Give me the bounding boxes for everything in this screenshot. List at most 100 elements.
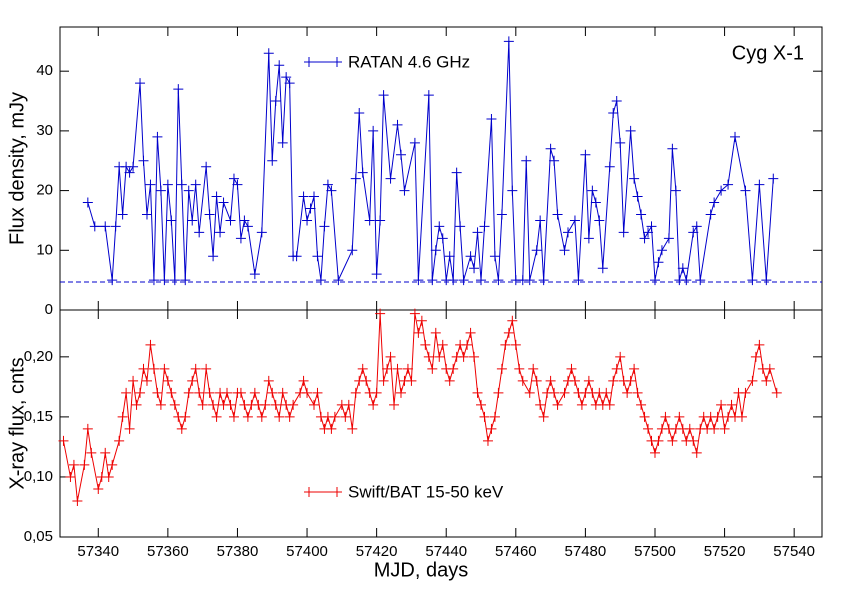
point-marker bbox=[235, 233, 246, 244]
point-marker bbox=[375, 215, 386, 226]
point-marker bbox=[754, 339, 765, 350]
point-marker bbox=[649, 447, 660, 458]
point-marker bbox=[413, 327, 424, 338]
point-marker bbox=[736, 411, 747, 422]
point-marker bbox=[131, 399, 142, 410]
point-marker bbox=[469, 351, 480, 362]
legend-label: RATAN 4.6 GHz bbox=[348, 52, 470, 71]
point-marker bbox=[326, 423, 337, 434]
point-marker bbox=[632, 387, 643, 398]
point-marker bbox=[176, 179, 187, 190]
point-marker bbox=[103, 471, 114, 482]
point-marker bbox=[409, 308, 420, 319]
y-tick-label: 0,15 bbox=[24, 408, 53, 425]
point-marker bbox=[183, 185, 194, 196]
point-marker bbox=[684, 423, 695, 434]
point-marker bbox=[159, 363, 170, 374]
point-marker bbox=[535, 399, 546, 410]
point-marker bbox=[448, 363, 459, 374]
point-marker bbox=[486, 423, 497, 434]
point-marker bbox=[322, 179, 333, 190]
point-marker bbox=[601, 387, 612, 398]
point-marker bbox=[430, 245, 441, 256]
point-marker bbox=[712, 411, 723, 422]
point-marker bbox=[378, 375, 389, 386]
point-marker bbox=[201, 363, 212, 374]
point-marker bbox=[368, 399, 379, 410]
point-marker bbox=[566, 363, 577, 374]
point-marker bbox=[747, 275, 758, 286]
point-marker bbox=[420, 339, 431, 350]
x-tick-label: 57480 bbox=[565, 543, 607, 560]
x-tick-label: 57400 bbox=[286, 543, 328, 560]
point-marker bbox=[159, 275, 170, 286]
point-marker bbox=[538, 275, 549, 286]
point-marker bbox=[663, 233, 674, 244]
series-line bbox=[62, 313, 778, 502]
point-marker bbox=[284, 411, 295, 422]
point-marker bbox=[267, 387, 278, 398]
point-marker bbox=[482, 435, 493, 446]
annotation: Cyg X-1 bbox=[732, 42, 804, 64]
point-marker bbox=[552, 209, 563, 220]
point-marker bbox=[608, 107, 619, 118]
point-marker bbox=[329, 411, 340, 422]
point-marker bbox=[507, 315, 518, 326]
point-marker bbox=[204, 209, 215, 220]
point-marker bbox=[500, 339, 511, 350]
point-marker bbox=[496, 363, 507, 374]
point-marker bbox=[187, 375, 198, 386]
point-marker bbox=[107, 275, 118, 286]
point-marker bbox=[242, 221, 253, 232]
point-marker bbox=[155, 399, 166, 410]
point-marker bbox=[479, 411, 490, 422]
point-marker bbox=[194, 227, 205, 238]
point-marker bbox=[639, 233, 650, 244]
point-marker bbox=[604, 399, 615, 410]
point-marker bbox=[503, 327, 514, 338]
point-marker bbox=[169, 399, 180, 410]
point-marker bbox=[639, 411, 650, 422]
point-marker bbox=[719, 423, 730, 434]
point-marker bbox=[444, 251, 455, 262]
point-marker bbox=[208, 399, 219, 410]
point-marker bbox=[211, 411, 222, 422]
point-marker bbox=[204, 387, 215, 398]
point-marker bbox=[270, 96, 281, 107]
point-marker bbox=[347, 423, 358, 434]
point-marker bbox=[496, 209, 507, 220]
point-marker bbox=[726, 399, 737, 410]
point-marker bbox=[451, 167, 462, 178]
point-marker bbox=[249, 387, 260, 398]
point-marker bbox=[354, 107, 365, 118]
point-marker bbox=[100, 221, 111, 232]
point-marker bbox=[148, 275, 159, 286]
point-marker bbox=[100, 447, 111, 458]
point-marker bbox=[291, 251, 302, 262]
point-marker bbox=[416, 315, 427, 326]
y-tick-label: 0 bbox=[45, 301, 53, 318]
point-marker bbox=[636, 209, 647, 220]
point-marker bbox=[531, 245, 542, 256]
point-marker bbox=[740, 185, 751, 196]
y-tick-label: 0,05 bbox=[24, 528, 53, 545]
point-marker bbox=[395, 149, 406, 160]
point-marker bbox=[615, 137, 626, 148]
point-marker bbox=[333, 275, 344, 286]
point-marker bbox=[514, 363, 525, 374]
point-marker bbox=[215, 227, 226, 238]
point-marker bbox=[740, 387, 751, 398]
point-marker bbox=[319, 221, 330, 232]
point-marker bbox=[583, 375, 594, 386]
point-marker bbox=[65, 471, 76, 482]
point-marker bbox=[427, 363, 438, 374]
x-tick-label: 57520 bbox=[704, 543, 746, 560]
point-marker bbox=[517, 375, 528, 386]
point-marker bbox=[180, 275, 191, 286]
point-marker bbox=[750, 351, 761, 362]
legend-swatch bbox=[304, 57, 342, 67]
point-marker bbox=[378, 90, 389, 101]
point-marker bbox=[284, 78, 295, 89]
point-marker bbox=[166, 387, 177, 398]
point-marker bbox=[298, 191, 309, 202]
